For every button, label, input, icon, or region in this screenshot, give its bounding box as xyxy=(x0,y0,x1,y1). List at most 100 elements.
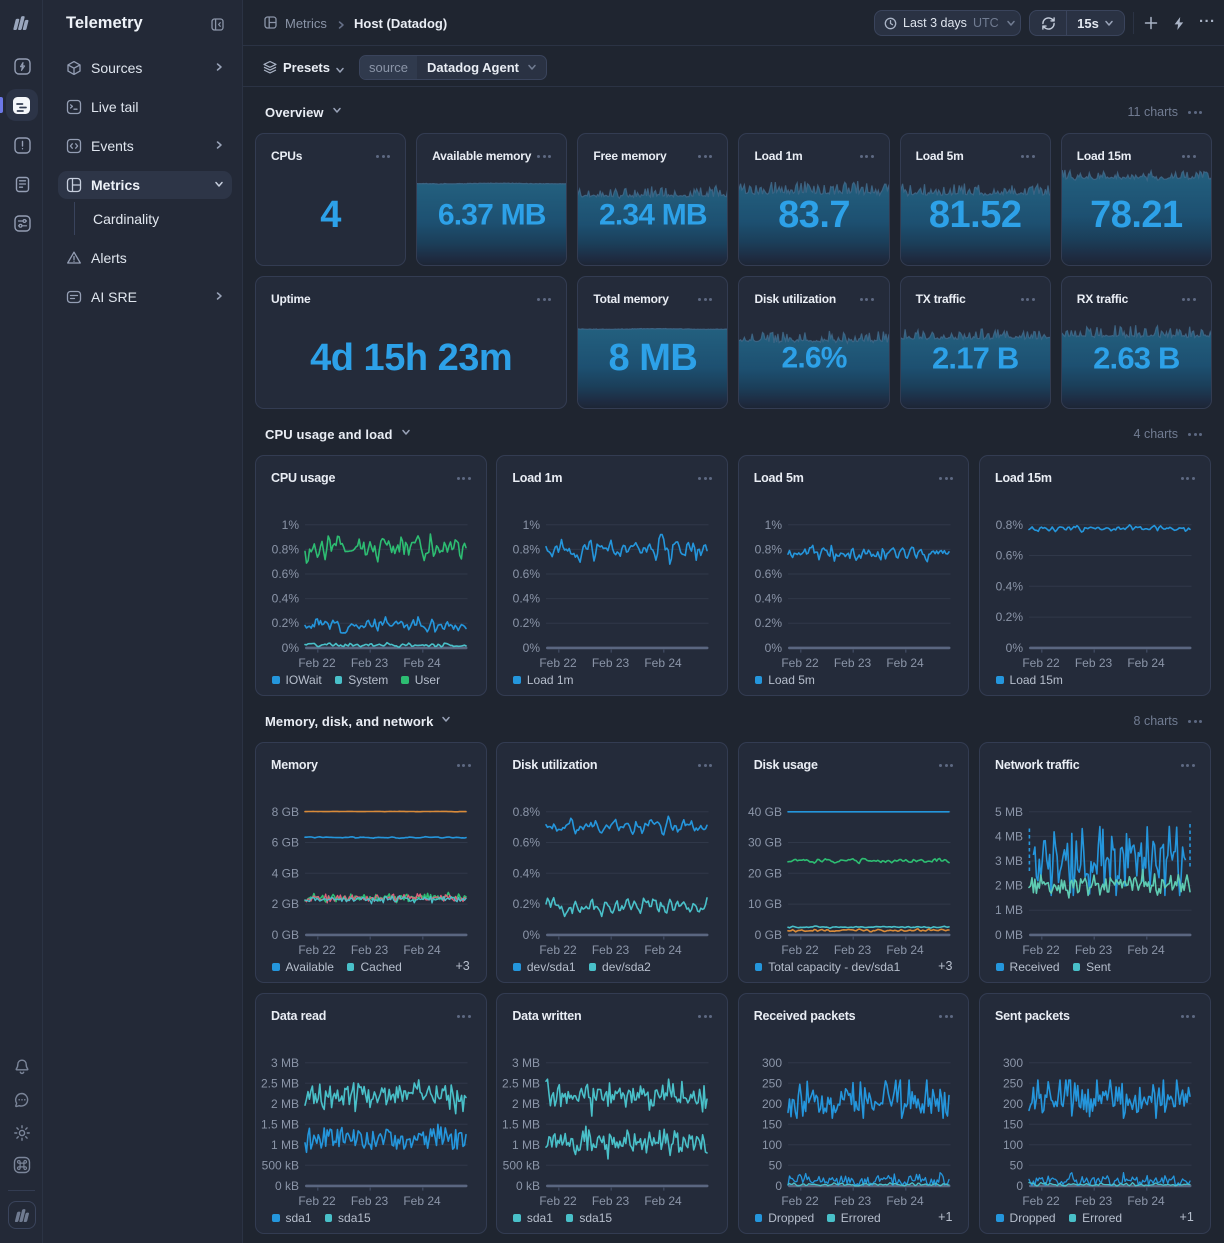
svg-text:250: 250 xyxy=(762,1076,782,1090)
svg-text:1%: 1% xyxy=(282,518,300,532)
svg-text:2.5 MB: 2.5 MB xyxy=(261,1076,299,1090)
svg-text:0.6%: 0.6% xyxy=(996,549,1024,563)
svg-text:Feb 23: Feb 23 xyxy=(1075,656,1113,670)
svg-text:100: 100 xyxy=(1003,1138,1023,1152)
svg-text:0.8%: 0.8% xyxy=(272,542,300,556)
svg-text:0.2%: 0.2% xyxy=(754,616,782,630)
svg-text:50: 50 xyxy=(1010,1158,1024,1172)
svg-text:2.5 MB: 2.5 MB xyxy=(502,1076,540,1090)
svg-text:150: 150 xyxy=(762,1117,782,1131)
svg-text:1.5 MB: 1.5 MB xyxy=(502,1117,540,1131)
svg-text:20 GB: 20 GB xyxy=(748,866,782,880)
svg-text:Feb 22: Feb 22 xyxy=(298,943,336,957)
svg-text:0.4%: 0.4% xyxy=(272,592,300,606)
svg-text:Feb 24: Feb 24 xyxy=(645,943,683,957)
svg-text:3 MB: 3 MB xyxy=(995,854,1023,868)
svg-text:Feb 22: Feb 22 xyxy=(781,1194,819,1208)
svg-text:250: 250 xyxy=(1003,1076,1023,1090)
svg-text:0: 0 xyxy=(1016,1179,1023,1193)
svg-text:0%: 0% xyxy=(1006,641,1024,655)
svg-text:Feb 24: Feb 24 xyxy=(403,1194,441,1208)
svg-text:300: 300 xyxy=(762,1056,782,1070)
svg-text:30 GB: 30 GB xyxy=(748,836,782,850)
svg-text:0 GB: 0 GB xyxy=(754,928,781,942)
svg-text:2 MB: 2 MB xyxy=(995,879,1023,893)
svg-text:Feb 23: Feb 23 xyxy=(1075,943,1113,957)
svg-text:0.2%: 0.2% xyxy=(513,616,541,630)
svg-text:8 GB: 8 GB xyxy=(272,805,299,819)
svg-text:0.8%: 0.8% xyxy=(996,518,1024,532)
svg-text:Feb 24: Feb 24 xyxy=(645,1194,683,1208)
svg-text:Feb 23: Feb 23 xyxy=(592,943,630,957)
svg-text:Feb 22: Feb 22 xyxy=(298,1194,336,1208)
svg-text:Feb 22: Feb 22 xyxy=(540,943,578,957)
svg-text:Feb 22: Feb 22 xyxy=(540,1194,578,1208)
svg-text:0.2%: 0.2% xyxy=(513,897,541,911)
svg-text:0%: 0% xyxy=(523,928,541,942)
svg-text:0.4%: 0.4% xyxy=(754,592,782,606)
svg-text:2 MB: 2 MB xyxy=(271,1097,299,1111)
svg-text:200: 200 xyxy=(762,1097,782,1111)
svg-text:0.6%: 0.6% xyxy=(272,567,300,581)
svg-text:Feb 24: Feb 24 xyxy=(403,943,441,957)
svg-text:0.6%: 0.6% xyxy=(513,836,541,850)
svg-text:200: 200 xyxy=(1003,1097,1023,1111)
svg-text:2 MB: 2 MB xyxy=(512,1097,540,1111)
svg-text:500 kB: 500 kB xyxy=(262,1158,299,1172)
svg-text:500 kB: 500 kB xyxy=(503,1158,540,1172)
svg-text:Feb 22: Feb 22 xyxy=(1022,1194,1060,1208)
svg-text:Feb 24: Feb 24 xyxy=(1127,943,1165,957)
svg-text:4 MB: 4 MB xyxy=(995,829,1023,843)
svg-text:Feb 22: Feb 22 xyxy=(781,656,819,670)
svg-text:1%: 1% xyxy=(523,518,541,532)
svg-text:Feb 22: Feb 22 xyxy=(1022,656,1060,670)
svg-text:Feb 22: Feb 22 xyxy=(781,943,819,957)
svg-text:10 GB: 10 GB xyxy=(748,897,782,911)
svg-text:Feb 23: Feb 23 xyxy=(1075,1194,1113,1208)
svg-text:Feb 23: Feb 23 xyxy=(592,656,630,670)
svg-text:0.4%: 0.4% xyxy=(996,579,1024,593)
svg-text:Feb 23: Feb 23 xyxy=(351,943,389,957)
svg-text:3 MB: 3 MB xyxy=(512,1056,540,1070)
svg-text:0.8%: 0.8% xyxy=(513,805,541,819)
svg-text:0%: 0% xyxy=(282,641,300,655)
svg-text:Feb 24: Feb 24 xyxy=(1127,656,1165,670)
svg-text:Feb 23: Feb 23 xyxy=(834,656,872,670)
svg-text:0 kB: 0 kB xyxy=(275,1179,299,1193)
svg-text:Feb 24: Feb 24 xyxy=(1127,1194,1165,1208)
svg-text:1 MB: 1 MB xyxy=(512,1138,540,1152)
svg-text:Feb 24: Feb 24 xyxy=(645,656,683,670)
svg-text:0.4%: 0.4% xyxy=(513,866,541,880)
svg-text:300: 300 xyxy=(1003,1056,1023,1070)
svg-text:0.2%: 0.2% xyxy=(272,616,300,630)
svg-text:Feb 23: Feb 23 xyxy=(834,943,872,957)
svg-text:0%: 0% xyxy=(523,641,541,655)
svg-text:0%: 0% xyxy=(764,641,782,655)
svg-text:Feb 24: Feb 24 xyxy=(886,943,924,957)
svg-text:Feb 23: Feb 23 xyxy=(592,1194,630,1208)
svg-text:0 kB: 0 kB xyxy=(516,1179,540,1193)
svg-text:0.4%: 0.4% xyxy=(513,592,541,606)
svg-text:2 GB: 2 GB xyxy=(272,897,299,911)
svg-text:0 MB: 0 MB xyxy=(995,928,1023,942)
svg-text:Feb 22: Feb 22 xyxy=(1022,943,1060,957)
svg-text:Feb 23: Feb 23 xyxy=(351,656,389,670)
svg-text:1%: 1% xyxy=(764,518,782,532)
svg-text:5 MB: 5 MB xyxy=(995,805,1023,819)
svg-text:50: 50 xyxy=(768,1158,782,1172)
svg-text:0.6%: 0.6% xyxy=(754,567,782,581)
svg-text:0 GB: 0 GB xyxy=(272,928,299,942)
svg-text:0: 0 xyxy=(775,1179,782,1193)
svg-text:0.8%: 0.8% xyxy=(513,542,541,556)
svg-text:4 GB: 4 GB xyxy=(272,866,299,880)
svg-text:0.6%: 0.6% xyxy=(513,567,541,581)
svg-text:0.2%: 0.2% xyxy=(996,610,1024,624)
svg-text:150: 150 xyxy=(1003,1117,1023,1131)
svg-text:40 GB: 40 GB xyxy=(748,805,782,819)
svg-text:1 MB: 1 MB xyxy=(995,903,1023,917)
svg-text:Feb 23: Feb 23 xyxy=(834,1194,872,1208)
svg-text:1 MB: 1 MB xyxy=(271,1138,299,1152)
svg-text:Feb 23: Feb 23 xyxy=(351,1194,389,1208)
svg-text:Feb 22: Feb 22 xyxy=(540,656,578,670)
svg-text:Feb 22: Feb 22 xyxy=(298,656,336,670)
